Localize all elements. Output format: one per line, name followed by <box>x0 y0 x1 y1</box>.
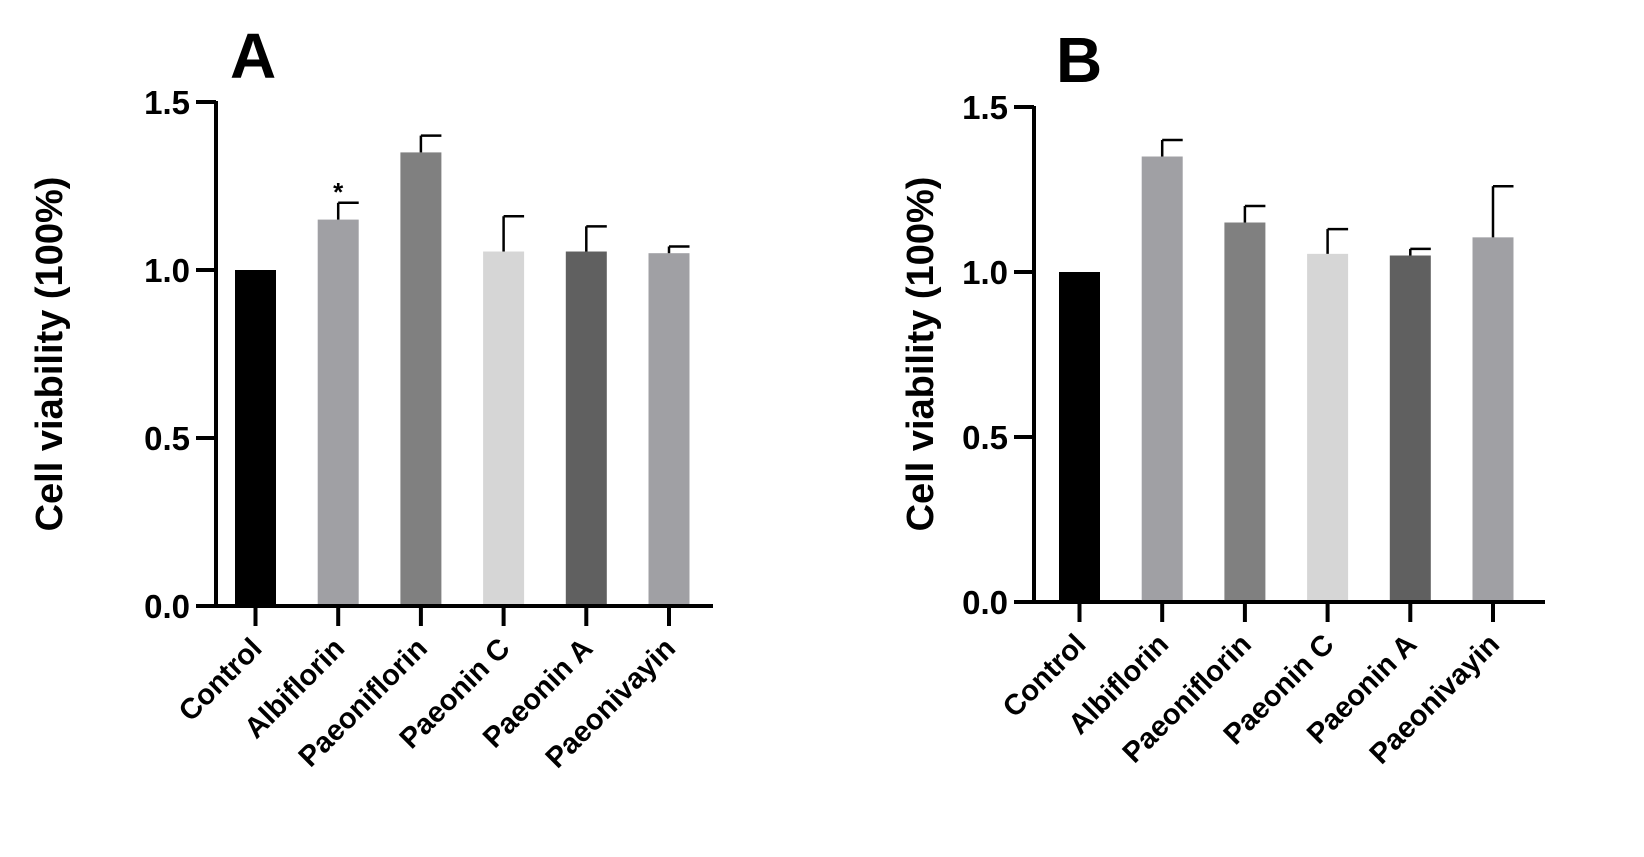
bar <box>648 253 690 606</box>
bar <box>1307 253 1349 602</box>
bar <box>1141 156 1183 602</box>
y-tick-label: 1.0 <box>144 252 190 289</box>
bar <box>1224 222 1266 602</box>
bar <box>317 219 359 606</box>
y-tick-label: 0.5 <box>144 420 190 457</box>
significance-marker: * <box>333 177 344 207</box>
y-tick-label: 1.5 <box>962 89 1008 126</box>
y-tick-label: 1.5 <box>144 84 190 121</box>
bar <box>1472 237 1514 602</box>
panel-label: B <box>1056 24 1102 96</box>
y-tick-label: 0.0 <box>144 588 190 625</box>
y-tick-label: 0.0 <box>962 584 1008 621</box>
bar <box>483 251 525 606</box>
bar <box>400 152 442 606</box>
y-axis-label: Cell viability (100%) <box>29 177 71 532</box>
y-tick-label: 0.5 <box>962 419 1008 456</box>
y-axis-label: Cell viability (100%) <box>900 177 942 532</box>
bar <box>235 270 276 606</box>
bar <box>1389 255 1431 602</box>
bar <box>1059 272 1100 602</box>
panel-label: A <box>230 20 276 92</box>
y-tick-label: 1.0 <box>962 254 1008 291</box>
bar <box>565 251 607 606</box>
